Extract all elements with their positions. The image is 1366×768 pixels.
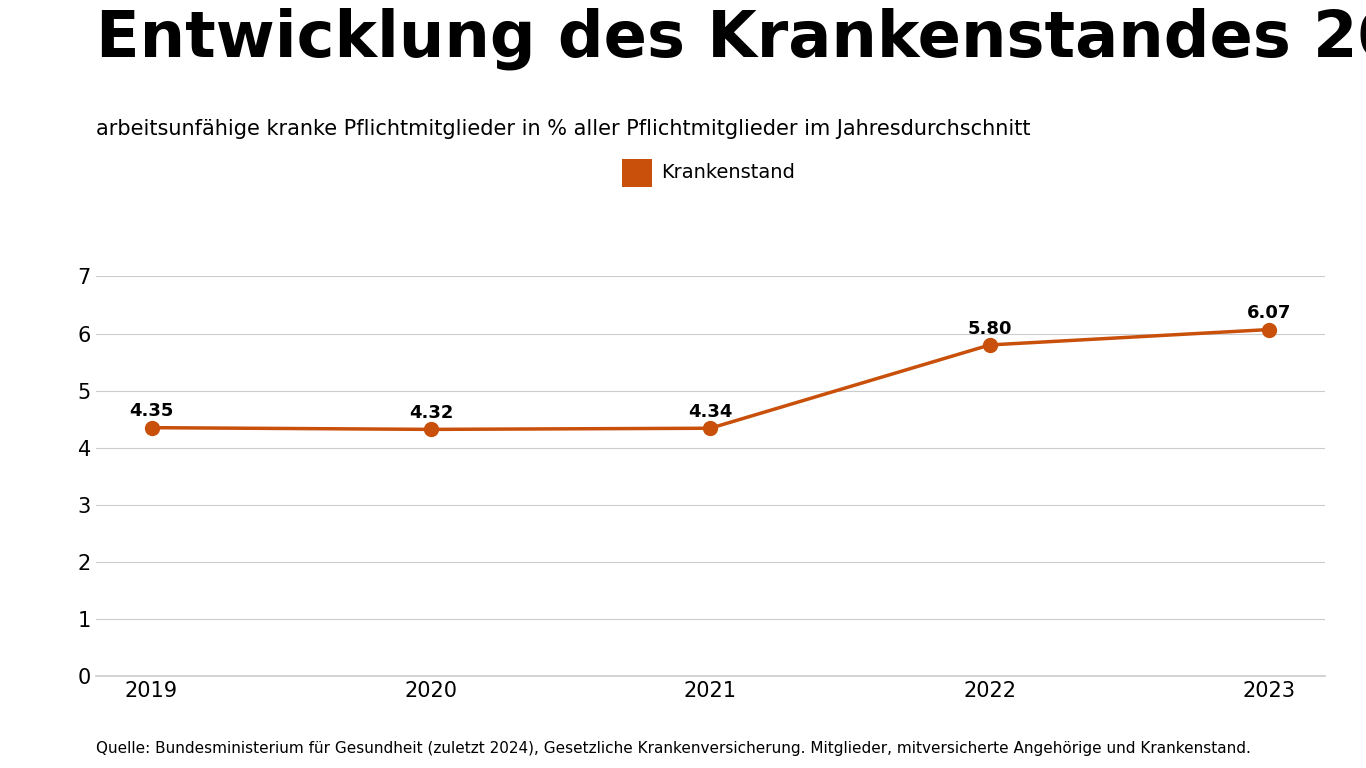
Text: Entwicklung des Krankenstandes 2019 - 2023: Entwicklung des Krankenstandes 2019 - 20… bbox=[96, 8, 1366, 70]
Text: 4.34: 4.34 bbox=[688, 403, 732, 421]
Text: 5.80: 5.80 bbox=[967, 319, 1012, 337]
Text: 6.07: 6.07 bbox=[1247, 304, 1291, 322]
Text: Krankenstand: Krankenstand bbox=[661, 164, 795, 182]
Text: arbeitsunfähige kranke Pflichtmitglieder in % aller Pflichtmitglieder im Jahresd: arbeitsunfähige kranke Pflichtmitglieder… bbox=[96, 119, 1030, 139]
Text: 4.32: 4.32 bbox=[408, 404, 454, 422]
Text: Quelle: Bundesministerium für Gesundheit (zuletzt 2024), Gesetzliche Krankenvers: Quelle: Bundesministerium für Gesundheit… bbox=[96, 741, 1250, 756]
Text: 4.35: 4.35 bbox=[130, 402, 173, 420]
